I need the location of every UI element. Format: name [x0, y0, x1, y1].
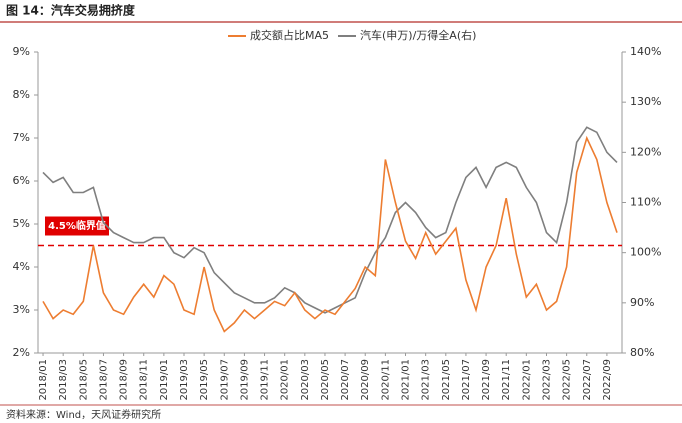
x-tick-label: 2022/07: [582, 359, 593, 401]
y2-tick-label: 90%: [630, 296, 654, 309]
y-tick-label: 2%: [13, 346, 30, 359]
x-tick-label: 2021/03: [421, 359, 432, 401]
x-tick-label: 2018/05: [78, 359, 89, 401]
x-tick-label: 2019/05: [199, 359, 210, 401]
x-tick-label: 2018/01: [38, 359, 49, 401]
y2-tick-label: 140%: [630, 45, 661, 58]
x-tick-label: 2021/07: [461, 359, 472, 401]
y-tick-label: 6%: [13, 174, 30, 187]
x-tick-label: 2021/09: [481, 359, 492, 401]
y-tick-label: 4%: [13, 260, 30, 273]
x-tick-label: 2022/01: [521, 359, 532, 401]
x-tick-label: 2021/05: [441, 359, 452, 401]
x-tick-label: 2019/07: [219, 359, 230, 401]
source: 资料来源：Wind，天风证券研究所: [6, 408, 161, 421]
x-tick-label: 2018/03: [58, 359, 69, 401]
threshold-box: [45, 216, 109, 236]
y-tick-label: 3%: [13, 303, 30, 316]
x-tick-label: 2020/01: [280, 359, 291, 401]
x-tick-label: 2019/03: [179, 359, 190, 401]
y-tick-label: 7%: [13, 131, 30, 144]
threshold-label: 4.5%临界值: [48, 219, 106, 232]
x-tick-label: 2020/03: [300, 359, 311, 401]
y-tick-label: 5%: [13, 217, 30, 230]
legend-label: 汽车(申万)/万得全A(右): [360, 28, 476, 42]
x-tick-label: 2020/09: [360, 359, 371, 401]
legend-label: 成交额占比MA5: [250, 28, 329, 42]
x-tick-label: 2020/11: [380, 359, 391, 401]
series-line: [42, 135, 618, 333]
x-tick-label: 2018/07: [98, 359, 109, 401]
x-tick-label: 2018/11: [139, 359, 150, 401]
y2-tick-label: 110%: [630, 196, 661, 209]
x-tick-label: 2021/11: [501, 359, 512, 401]
y2-tick-label: 80%: [630, 346, 654, 359]
y-tick-label: 9%: [13, 45, 30, 58]
x-tick-label: 2020/05: [320, 359, 331, 401]
y2-tick-label: 100%: [630, 246, 661, 259]
x-tick-label: 2022/09: [602, 359, 613, 401]
x-tick-label: 2021/01: [401, 359, 412, 401]
x-tick-label: 2020/07: [340, 359, 351, 401]
x-tick-label: 2022/05: [562, 359, 573, 401]
chart-title: 图 14：汽车交易拥挤度: [6, 3, 136, 18]
x-tick-label: 2018/09: [119, 359, 130, 401]
y2-tick-label: 120%: [630, 145, 661, 158]
x-tick-label: 2022/03: [541, 359, 552, 401]
x-tick-label: 2019/01: [159, 359, 170, 401]
x-tick-label: 2019/11: [260, 359, 271, 401]
x-tick-label: 2019/09: [239, 359, 250, 401]
y2-tick-label: 130%: [630, 95, 661, 108]
y-tick-label: 8%: [13, 88, 30, 101]
series-line: [42, 126, 618, 314]
